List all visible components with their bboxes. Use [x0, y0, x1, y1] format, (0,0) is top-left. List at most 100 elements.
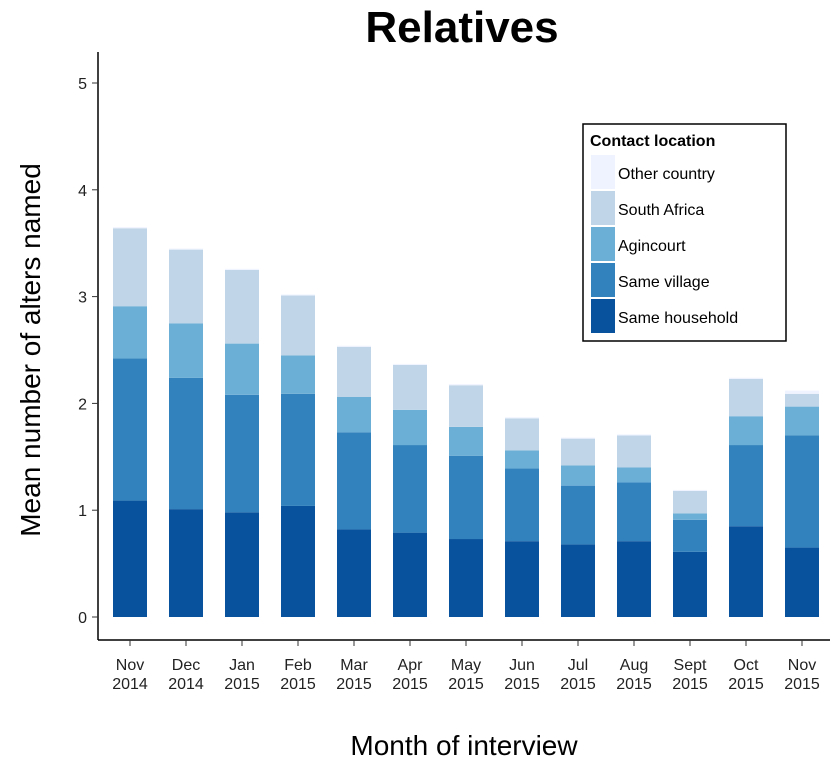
bar-same-village	[393, 445, 427, 533]
legend-title: Contact location	[590, 133, 715, 150]
bar-agincourt	[673, 513, 707, 520]
bar-same-village	[169, 377, 203, 510]
bar-other-country	[169, 248, 203, 250]
legend-swatch-other-country	[591, 155, 615, 189]
bar-south-africa	[617, 435, 651, 468]
bar-agincourt	[337, 396, 371, 433]
bar-other-country	[225, 268, 259, 270]
y-tick-label: 2	[78, 396, 87, 413]
x-tick-label: Feb 2015	[280, 657, 316, 693]
x-tick-label: Jul 2015	[560, 657, 596, 693]
legend: Contact location Other country South Afric…	[582, 123, 787, 342]
bar-same-household	[729, 526, 763, 617]
bar-same-household	[785, 547, 819, 617]
y-tick-label: 3	[78, 290, 87, 307]
bar-stack-nov-2015	[785, 390, 819, 617]
bar-stack-jan-2015	[225, 268, 259, 617]
x-tick-label: Nov 2014	[112, 657, 148, 693]
bar-same-household	[673, 551, 707, 617]
x-tick-label: Nov 2015	[784, 657, 820, 693]
bar-same-household	[449, 539, 483, 617]
bar-stack-mar-2015	[337, 345, 371, 617]
bar-south-africa	[449, 385, 483, 427]
bar-agincourt	[505, 450, 539, 469]
x-tick-label: Apr 2015	[392, 657, 428, 693]
bar-south-africa	[225, 269, 259, 344]
bar-other-country	[281, 294, 315, 296]
x-tick-label: Dec 2014	[168, 657, 204, 693]
plot-area	[113, 227, 819, 617]
bar-south-africa	[729, 378, 763, 417]
bar-other-country	[561, 437, 595, 439]
chart-title: Relatives	[365, 3, 558, 52]
bar-stack-nov-2014	[113, 227, 147, 617]
bar-same-village	[225, 394, 259, 513]
legend-label-agincourt: Agincourt	[618, 238, 686, 255]
bar-agincourt	[169, 323, 203, 378]
x-tick-label: Mar 2015	[336, 657, 372, 693]
bar-agincourt	[561, 465, 595, 486]
bar-same-village	[113, 358, 147, 501]
legend-label-same-household: Same household	[618, 310, 738, 327]
bar-same-village	[673, 519, 707, 552]
bar-same-village	[449, 455, 483, 540]
bar-south-africa	[281, 295, 315, 356]
x-tick-label: Sept 2015	[672, 657, 708, 693]
y-tick-label: 5	[78, 76, 87, 93]
legend-label-same-village: Same village	[618, 274, 710, 291]
bar-stack-jul-2015	[561, 437, 595, 617]
bar-other-country	[785, 390, 819, 394]
legend-swatch-agincourt	[591, 227, 615, 261]
bar-other-country	[449, 384, 483, 386]
x-axis-title: Month of interview	[350, 730, 578, 761]
bar-agincourt	[449, 426, 483, 456]
bar-other-country	[729, 377, 763, 379]
x-tick-label: May 2015	[448, 657, 484, 693]
bar-other-country	[673, 489, 707, 491]
bar-south-africa	[393, 364, 427, 410]
bar-same-household	[337, 529, 371, 617]
bar-same-household	[617, 541, 651, 617]
x-tick-label: Jan 2015	[224, 657, 260, 693]
bar-south-africa	[113, 228, 147, 307]
axes: 0 1 2 3 4 5 Nov 2014 Dec 2014 Jan 2015 Feb 2015 Mar 201…	[78, 52, 830, 693]
bar-same-household	[505, 541, 539, 617]
bar-same-household	[169, 509, 203, 617]
legend-swatch-south-africa	[591, 191, 615, 225]
bar-agincourt	[281, 355, 315, 394]
bar-stack-may-2015	[449, 384, 483, 617]
bar-agincourt	[225, 343, 259, 395]
bar-stack-apr-2015	[393, 363, 427, 617]
y-tick-label: 0	[78, 610, 87, 627]
bar-agincourt	[729, 416, 763, 446]
bar-other-country	[113, 227, 147, 229]
y-tick-label: 1	[78, 503, 87, 520]
bar-stack-aug-2015	[617, 434, 651, 617]
bar-other-country	[337, 345, 371, 347]
bar-stack-sept-2015	[673, 489, 707, 617]
bar-same-village	[617, 482, 651, 542]
y-axis-title: Mean number of alters named	[15, 163, 46, 537]
x-tick-label: Oct 2015	[728, 657, 764, 693]
y-tick-label: 4	[78, 183, 87, 200]
bar-other-country	[393, 363, 427, 365]
bar-south-africa	[337, 346, 371, 397]
bar-same-household	[561, 544, 595, 617]
legend-swatch-same-village	[591, 263, 615, 297]
bar-same-village	[729, 445, 763, 527]
bar-agincourt	[785, 406, 819, 436]
legend-label-south-africa: South Africa	[618, 202, 704, 219]
legend-swatch-same-household	[591, 299, 615, 333]
bar-agincourt	[393, 409, 427, 446]
bar-stack-jun-2015	[505, 417, 539, 617]
bar-stack-feb-2015	[281, 294, 315, 617]
x-tick-label: Jun 2015	[504, 657, 540, 693]
bar-south-africa	[169, 249, 203, 324]
bar-same-village	[561, 485, 595, 545]
bar-south-africa	[673, 490, 707, 514]
bar-same-village	[281, 393, 315, 506]
bar-other-country	[505, 417, 539, 419]
bar-south-africa	[561, 438, 595, 466]
